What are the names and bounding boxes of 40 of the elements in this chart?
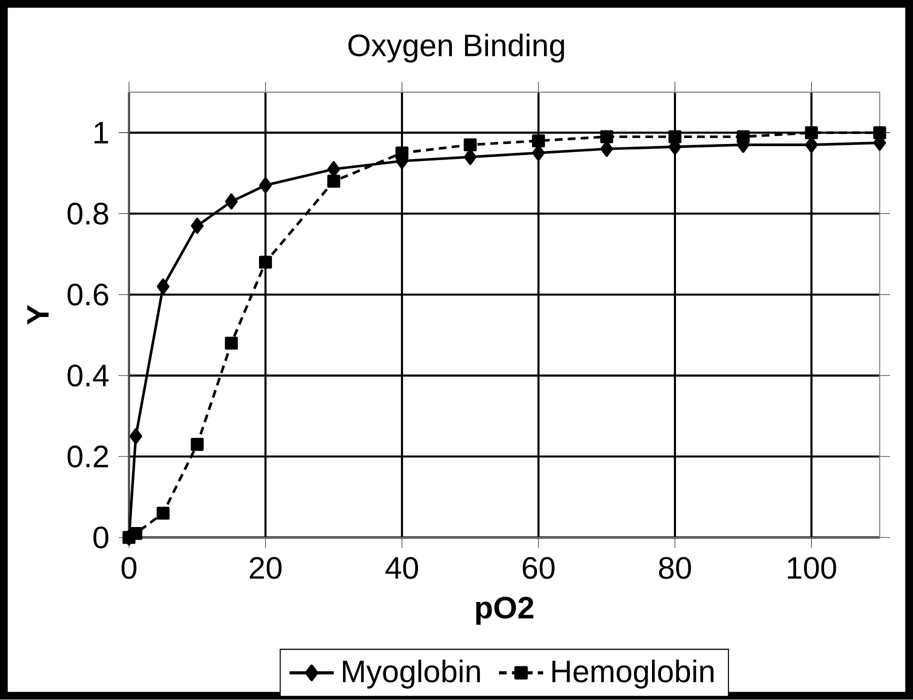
point: [129, 527, 142, 540]
point: [804, 126, 818, 140]
point: [156, 506, 170, 520]
point: [532, 134, 545, 148]
y-tick-label: 0.6: [68, 284, 108, 306]
point: [156, 278, 170, 295]
point: [190, 218, 204, 234]
y-tick-label: 0.2: [68, 446, 108, 468]
point: [805, 137, 818, 154]
x-axis-title: pO2: [476, 596, 534, 626]
legend-label: Hemoglobin: [552, 660, 714, 689]
point: [464, 138, 477, 152]
point: [600, 141, 614, 158]
point: [873, 126, 886, 140]
point: [464, 149, 477, 166]
x-tick-label: 100: [788, 557, 836, 580]
point: [532, 145, 545, 162]
point: [668, 130, 682, 144]
point: [224, 336, 238, 350]
point: [129, 428, 142, 444]
point: [736, 130, 750, 144]
point: [259, 256, 272, 269]
chart-title: Oxygen Binding: [348, 34, 564, 63]
x-tick-label: 20: [250, 557, 282, 580]
x-tick-label: 60: [522, 557, 555, 580]
y-tick-label: 1: [94, 122, 108, 144]
point: [190, 438, 204, 452]
point: [396, 146, 408, 160]
x-tick-label: 80: [659, 557, 692, 580]
y-axis-title: Y: [27, 305, 49, 325]
y-tick-label: 0.4: [68, 364, 109, 387]
y-tick-label: 0.8: [68, 202, 108, 225]
legend-label: Myoglobin: [342, 660, 480, 689]
y-tick-label: 0: [93, 526, 108, 549]
point: [327, 174, 340, 188]
point: [259, 177, 272, 194]
point: [225, 194, 238, 210]
x-tick-label: 40: [385, 557, 418, 580]
point: [600, 130, 614, 144]
x-tick-label: 0: [122, 557, 136, 580]
